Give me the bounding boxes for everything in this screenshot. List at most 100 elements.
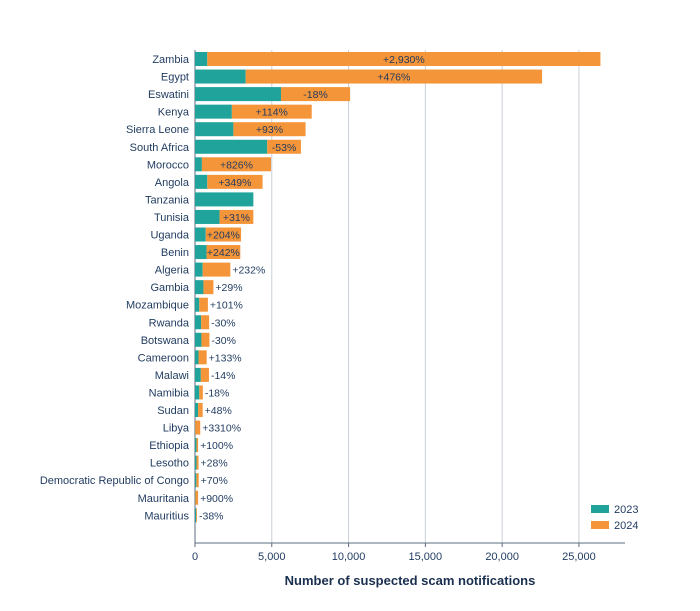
bar-2024 — [206, 245, 241, 260]
bar-2023 — [195, 297, 200, 312]
change-annotation: +349% — [218, 177, 251, 189]
change-annotation: -18% — [205, 387, 230, 399]
bar-2024 — [219, 209, 254, 224]
category-label: Mauritius — [144, 510, 189, 522]
category-label: Algeria — [155, 265, 190, 277]
category-label: Libya — [163, 423, 190, 435]
category-label: Mauritania — [138, 493, 190, 505]
change-annotation: -30% — [211, 317, 236, 329]
category-label: Rwanda — [149, 317, 190, 329]
change-annotation: +232% — [232, 265, 265, 277]
change-annotation: +31% — [223, 212, 250, 224]
bar-2024 — [203, 280, 214, 295]
bar-2023 — [195, 192, 254, 207]
bar-2024 — [201, 157, 272, 172]
legend-label-2023: 2023 — [614, 504, 638, 516]
change-annotation: +93% — [256, 124, 283, 136]
category-label: Tunisia — [154, 212, 190, 224]
category-label: Cameroon — [138, 352, 189, 364]
bar-2023 — [195, 490, 196, 505]
change-annotation: +476% — [377, 72, 410, 84]
category-label: Democratic Republic of Congo — [40, 475, 189, 487]
change-annotation: +100% — [200, 440, 233, 452]
bar-2024 — [198, 350, 207, 365]
bar-2023 — [195, 367, 201, 382]
category-label: Zambia — [152, 54, 190, 66]
change-annotation: +70% — [201, 475, 228, 487]
change-annotation: -53% — [272, 142, 297, 154]
bar-2023 — [195, 315, 202, 330]
bar-2024 — [196, 508, 197, 523]
bar-2024 — [201, 332, 210, 347]
change-annotation: +114% — [256, 107, 288, 119]
bar-2024 — [195, 490, 199, 505]
change-annotation: -18% — [303, 89, 328, 101]
bar-2024 — [195, 420, 201, 435]
category-label: Botswana — [141, 335, 190, 347]
bar-2024 — [233, 122, 306, 137]
bar-2024 — [207, 52, 601, 66]
category-label: Mozambique — [126, 300, 189, 312]
bar-2023 — [195, 350, 199, 365]
bar-2024 — [196, 455, 199, 470]
category-label: Morocco — [147, 159, 189, 171]
bar-2024 — [196, 438, 199, 453]
legend-swatch-2024 — [591, 521, 609, 529]
bar-2023 — [195, 455, 197, 470]
bar-2024 — [207, 174, 263, 189]
bar-2024 — [199, 297, 208, 312]
bar-2023 — [195, 280, 204, 295]
bar-2023 — [195, 122, 234, 137]
change-annotation: -30% — [211, 335, 236, 347]
bar-2024 — [200, 367, 209, 382]
change-annotation: +101% — [210, 300, 243, 312]
bar-2023 — [195, 174, 208, 189]
change-annotation: +29% — [215, 282, 242, 294]
bar-2023 — [195, 87, 281, 102]
x-tick-label: 10,000 — [332, 551, 366, 563]
bar-2023 — [195, 403, 199, 417]
change-annotation: +900% — [200, 493, 233, 505]
category-label: Malawi — [155, 370, 189, 382]
x-axis-title: Number of suspected scam notifications — [285, 573, 536, 588]
bar-2023 — [195, 385, 200, 400]
bar-2023 — [195, 52, 208, 66]
category-label: Kenya — [158, 107, 190, 119]
bar-2023 — [195, 69, 246, 84]
bar-2023 — [195, 209, 220, 224]
bar-2023 — [195, 157, 202, 172]
category-label: Sudan — [157, 405, 189, 417]
category-label: Sierra Leone — [126, 124, 189, 136]
x-tick-label: 20,000 — [485, 551, 519, 563]
category-label: Namibia — [149, 387, 190, 399]
category-label: Eswatini — [148, 89, 189, 101]
change-annotation: +2,930% — [383, 54, 425, 66]
bar-2024 — [231, 104, 312, 119]
bar-2023 — [195, 438, 197, 453]
bar-2023 — [195, 508, 197, 523]
bar-2024 — [198, 403, 203, 417]
bar-2024 — [281, 87, 351, 102]
change-annotation: +48% — [205, 405, 232, 417]
category-label: Tanzania — [145, 194, 190, 206]
category-label: Uganda — [150, 230, 189, 242]
change-annotation: +3310% — [202, 423, 241, 435]
legend-swatch-2023 — [591, 505, 609, 513]
bar-2023 — [195, 245, 207, 260]
change-annotation: -14% — [211, 370, 236, 382]
change-annotation: +242% — [207, 247, 240, 259]
change-annotation: +826% — [220, 159, 253, 171]
change-annotation: +204% — [207, 230, 240, 242]
bar-2023 — [195, 227, 206, 242]
category-label: Benin — [161, 247, 189, 259]
bar-2024 — [202, 262, 231, 277]
bar-2024 — [201, 315, 210, 330]
category-label: Gambia — [150, 282, 189, 294]
bar-2024 — [196, 473, 199, 488]
category-label: Ethiopia — [149, 440, 190, 452]
bar-2023 — [195, 104, 232, 119]
x-tick-label: 25,000 — [562, 551, 596, 563]
bar-2024 — [205, 227, 242, 242]
category-label: Egypt — [161, 72, 189, 84]
